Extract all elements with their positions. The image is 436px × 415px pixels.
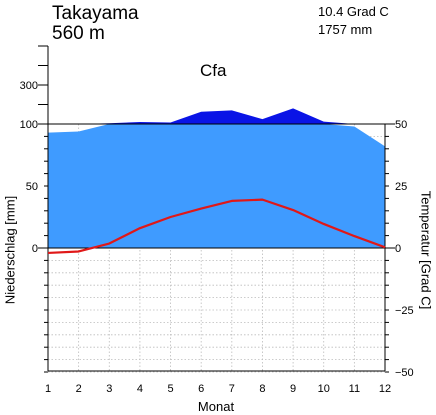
station-name: Takayama [52,3,139,24]
month-tick-label: 11 [349,383,360,395]
month-tick-label: 9 [290,383,296,395]
axes [38,46,395,372]
temp-tick-label: 50 [395,119,407,131]
month-tick-label: 1 [45,383,51,395]
precip-tick-label: 300 [20,80,38,92]
month-tick-label: 12 [379,383,391,395]
month-tick-label: 2 [76,383,82,395]
month-tick-label: 4 [137,383,143,395]
precipitation-axis-title: Niederschlag [mm] [2,195,18,305]
temp-tick-label: 25 [395,181,407,193]
month-axis-title: Monat [197,399,235,414]
precipitation-fills [48,108,385,248]
precip-tick-label: 50 [26,181,38,193]
temperature-series [47,198,386,255]
annual-precipitation: 1757 mm [318,22,373,37]
precip-tick-label: 100 [20,119,38,131]
station-elevation: 560 m [52,23,105,44]
temperature-line [47,198,386,255]
temp-tick-label: −25 [395,305,414,317]
excess-precipitation-area [48,108,385,124]
month-tick-label: 10 [318,383,330,395]
koppen-climate-class: Cfa [200,61,227,80]
temp-tick-label: 0 [395,243,401,255]
humid-area [48,124,385,248]
month-tick-label: 6 [198,383,204,395]
precip-tick-label: 0 [32,243,38,255]
month-tick-label: 5 [167,383,173,395]
annual-mean-temperature: 10.4 Grad C [318,4,389,19]
temperature-axis-title: Temperatur [Grad C] [418,190,434,310]
month-tick-label: 8 [259,383,265,395]
month-tick-label: 7 [229,383,235,395]
month-tick-label: 3 [106,383,112,395]
temp-tick-label: −50 [395,367,414,379]
